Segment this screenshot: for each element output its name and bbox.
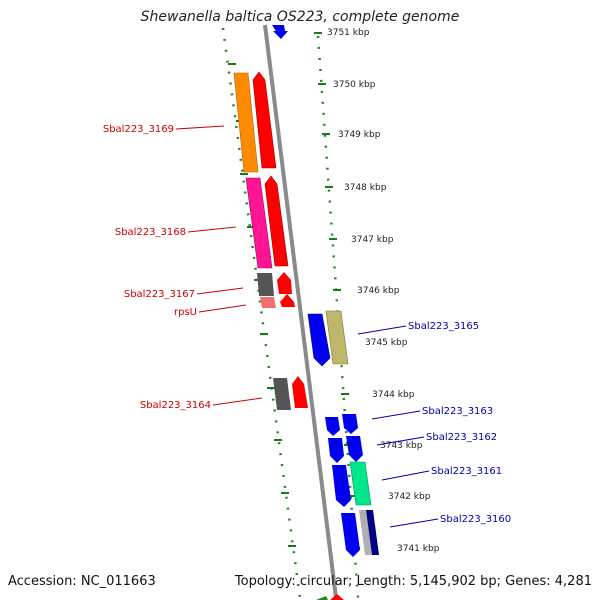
gene-sbal223-3163 — [325, 414, 358, 436]
gene-sbal223-3169 — [233, 71, 277, 173]
gene-sbal223-3167 — [257, 272, 292, 296]
gene-label: Sbal223_3164 — [140, 400, 211, 411]
tick-label: 3748 kbp — [344, 183, 387, 193]
topology-text: Topology: circular; Length: 5,145,902 bp… — [234, 574, 592, 589]
tick-label: 3747 kbp — [351, 235, 394, 245]
gene-bottom-partial — [316, 594, 344, 600]
genome-backbone — [263, 24, 338, 599]
tick-label: 3750 kbp — [333, 80, 376, 90]
gene-label: Sbal223_3168 — [115, 227, 186, 238]
tick-label: 3742 kbp — [388, 492, 431, 502]
gene-sbal223-3160 — [341, 510, 379, 557]
gene-label: Sbal223_3161 — [431, 466, 502, 477]
gene-sbal223-3164 — [273, 376, 308, 410]
left-ruler — [221, 27, 302, 599]
left-label-lines — [175, 125, 263, 406]
gene-sbal223-3162 — [328, 436, 363, 463]
gene-rpsu — [260, 294, 295, 308]
gene-label: Sbal223_3160 — [440, 514, 511, 525]
genome-title: Shewanella baltica OS223, complete genom… — [140, 9, 460, 25]
left-ruler-ticks — [228, 63, 296, 547]
tick-label: 3749 kbp — [338, 130, 381, 140]
gene-sbal223-3168 — [245, 175, 289, 269]
gene-label: rpsU — [174, 307, 197, 318]
tick-label: 3746 kbp — [357, 286, 400, 296]
left-labels: Sbal223_3169 Sbal223_3168 Sbal223_3167 r… — [103, 124, 211, 411]
right-labels: Sbal223_3165 Sbal223_3163 Sbal223_3162 S… — [408, 321, 511, 525]
accession-text: Accession: NC_011663 — [8, 574, 156, 589]
gene-label: Sbal223_3162 — [426, 432, 497, 443]
tick-label: 3741 kbp — [397, 544, 440, 554]
gene-label: Sbal223_3163 — [422, 406, 493, 417]
tick-label: 3744 kbp — [372, 390, 415, 400]
gene-top-blue — [272, 25, 288, 39]
gene-sbal223-3165 — [307, 310, 349, 367]
gene-label: Sbal223_3167 — [124, 289, 195, 300]
gene-label: Sbal223_3165 — [408, 321, 479, 332]
tick-label: 3745 kbp — [365, 338, 408, 348]
gene-label: Sbal223_3169 — [103, 124, 174, 135]
tick-label: 3751 kbp — [327, 28, 370, 38]
gene-sbal223-3161 — [332, 461, 372, 507]
right-label-lines — [357, 325, 439, 528]
tick-label: 3743 kbp — [380, 441, 423, 451]
